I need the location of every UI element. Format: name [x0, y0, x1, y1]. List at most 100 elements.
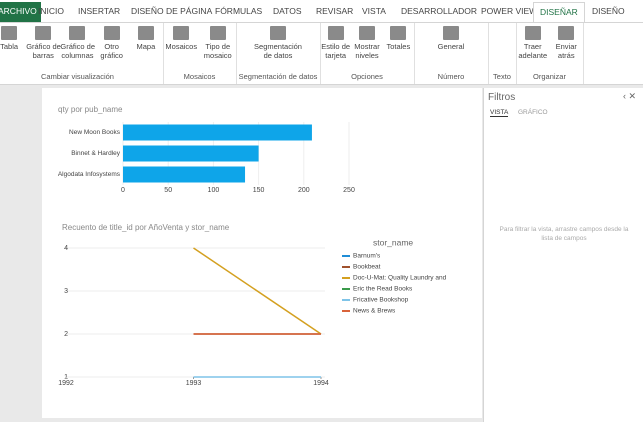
ribbon-group: Texto: [488, 23, 517, 84]
ribbon-group: Opciones Estilo de tarjeta Mostrar niveles To…: [320, 23, 415, 84]
ribbon-tab[interactable]: FÓRMULAS: [215, 6, 263, 16]
ribbon-button[interactable]: Traer adelante: [516, 26, 550, 60]
button-label: Segmentación: [254, 42, 302, 51]
icon: [524, 26, 541, 40]
group-label: Cambiar visualización: [41, 72, 114, 81]
legend-label: Doc-U-Mat: Quality Laundry and: [353, 275, 447, 282]
ribbon-group: Segmentación de datos Segmentación de dato…: [236, 23, 321, 84]
button-label: Mapa: [136, 42, 156, 51]
ribbon-button[interactable]: Gráfico de barras: [26, 26, 61, 60]
button-label: Tabla: [0, 42, 19, 51]
chart-title: Recuento de title_id por AñoVenta y stor…: [62, 223, 230, 232]
icon: [390, 26, 407, 40]
ribbon-button[interactable]: Totales: [383, 26, 414, 51]
icon: [209, 26, 226, 40]
ribbon-button[interactable]: General: [414, 26, 488, 51]
pane-tab[interactable]: GRÁFICO: [518, 109, 548, 116]
y-tick-label: 4: [64, 245, 68, 252]
icon: [327, 26, 344, 40]
icon: [270, 26, 286, 40]
pane-tab[interactable]: VISTA: [490, 109, 509, 117]
bar: [123, 166, 246, 183]
x-tick-label: 150: [253, 187, 265, 194]
ribbon-tab[interactable]: POWER VIEW: [481, 6, 538, 16]
icon: [69, 26, 86, 40]
legend-label: Fricative Bookshop: [353, 297, 409, 304]
ribbon-tab[interactable]: DISEÑO DE PÁGINA: [131, 6, 213, 16]
x-tick-label: 1993: [186, 380, 202, 387]
button-label: Otro: [104, 42, 119, 51]
report-canvas: [42, 88, 482, 418]
bar: [123, 124, 312, 141]
button-label: Mosaicos: [165, 42, 198, 51]
legend-label: News & Brews: [353, 308, 396, 315]
button-label: Mostrar: [354, 42, 380, 51]
legend-label: Eric the Read Books: [353, 286, 413, 293]
button-label: gráfico: [100, 51, 123, 60]
category-label: New Moon Books: [69, 129, 121, 136]
group-label: Número: [437, 72, 465, 81]
legend-label: Barnum's: [353, 253, 381, 260]
ribbon-button[interactable]: Mostrar niveles: [351, 26, 382, 60]
ribbon-group: Número General: [414, 23, 489, 84]
button-label: mosaico: [203, 51, 232, 60]
button-label: barras: [32, 51, 54, 60]
ribbon-button[interactable]: Tipo de mosaico: [200, 26, 237, 60]
button-label: Tipo de: [205, 42, 231, 51]
ribbon-tab[interactable]: ARCHIVO: [0, 2, 41, 22]
ribbon-tab[interactable]: DESARROLLADOR: [401, 6, 478, 16]
ribbon-button[interactable]: Mapa: [129, 26, 163, 51]
bar: [123, 145, 259, 162]
button-label: Estilo de: [321, 42, 351, 51]
pane-controls[interactable]: ‹ ✕: [622, 91, 636, 101]
ribbon-tab[interactable]: DATOS: [273, 6, 302, 16]
category-label: Binnet & Hardley: [71, 150, 121, 157]
ribbon-tab[interactable]: INICIO: [38, 6, 64, 16]
x-tick-label: 50: [164, 187, 172, 194]
button-label: Gráfico de: [60, 42, 95, 51]
button-label: adelante: [518, 51, 548, 60]
button-label: niveles: [355, 51, 379, 60]
ribbon-group: Organizar Traer adelante Enviar atrás: [516, 23, 584, 84]
ribbon-tabs: ARCHIVO INICIO INSERTAR DISEÑO DE PÁGINA FÓR…: [0, 0, 643, 24]
ribbon-tab[interactable]: DISEÑAR: [533, 2, 585, 24]
ribbon-button[interactable]: Tabla: [0, 26, 26, 51]
ribbon-tab[interactable]: INSERTAR: [78, 6, 121, 16]
ribbon-button[interactable]: Segmentación de datos: [236, 26, 320, 60]
button-label: Gráfico de: [26, 42, 61, 51]
chart-title: qty por pub_name: [58, 105, 123, 114]
ribbon-tab[interactable]: REVISAR: [316, 6, 354, 16]
group-label: Texto: [493, 72, 511, 81]
button-label: General: [437, 42, 465, 51]
group-label: Organizar: [533, 72, 566, 81]
button-label: tarjeta: [325, 51, 347, 60]
pane-title: Filtros: [488, 92, 516, 103]
icon: [558, 26, 575, 40]
ribbon-tab[interactable]: DISEÑO: [592, 6, 625, 16]
legend-label: Bookbeat: [353, 264, 381, 271]
icon: [358, 26, 375, 40]
group-label: Mosaicos: [183, 72, 216, 81]
icon: [443, 26, 459, 40]
ribbon-button[interactable]: Gráfico de columnas: [60, 26, 95, 60]
button-label: de datos: [263, 51, 293, 60]
ribbon-button[interactable]: Estilo de tarjeta: [320, 26, 351, 60]
icon: [137, 26, 154, 40]
button-label: Totales: [386, 42, 411, 51]
ribbon-button[interactable]: Mosaicos: [163, 26, 200, 51]
icon: [1, 26, 18, 40]
legend-title: stor_name: [373, 237, 413, 247]
group-label: Opciones: [351, 72, 383, 81]
button-label: atrás: [557, 51, 575, 60]
ribbon-group: Cambiar visualización Tabla Gráfico de barr…: [0, 23, 164, 84]
icon: [103, 26, 120, 40]
ribbon-button[interactable]: Enviar atrás: [550, 26, 584, 60]
ribbon-tab[interactable]: VISTA: [362, 6, 386, 16]
x-tick-label: 1992: [58, 380, 74, 387]
ribbon-button[interactable]: Otro gráfico: [95, 26, 129, 60]
button-label: Enviar: [555, 42, 577, 51]
filters-pane: Filtros ‹ ✕ VISTA GRÁFICO Para filtrar l…: [483, 88, 643, 422]
y-tick-label: 3: [64, 288, 68, 295]
